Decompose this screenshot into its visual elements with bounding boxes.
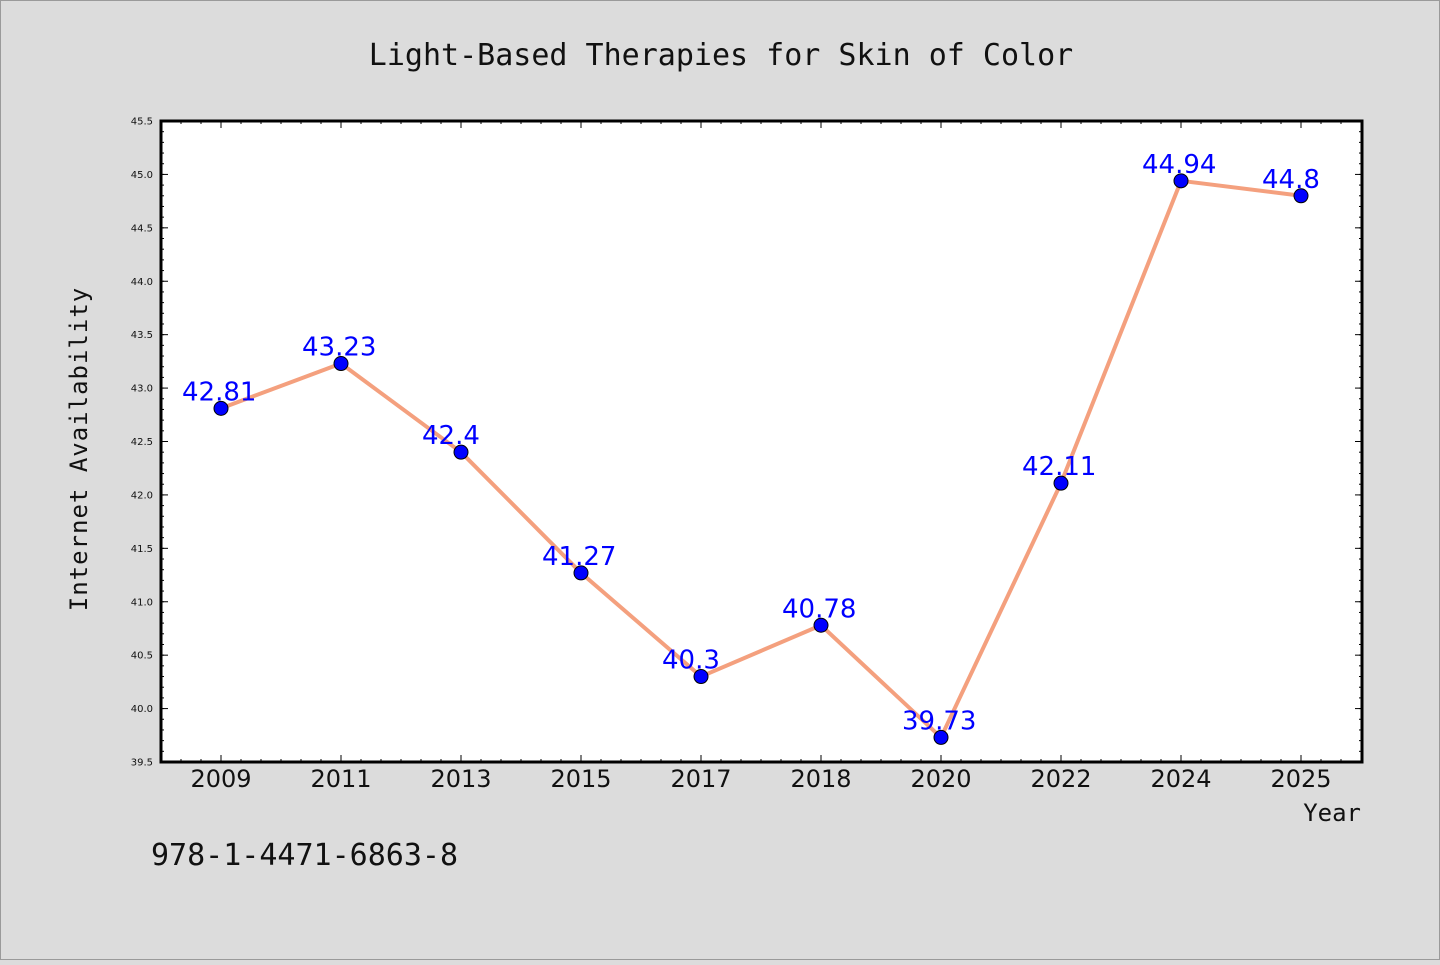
y-tick-label: 40.5 (131, 651, 153, 662)
data-labels-group: 42.81 43.23 42.4 41.27 40.3 40.78 39.73 42.11 44… (182, 150, 1320, 737)
data-label: 42.81 (182, 377, 256, 407)
y-tick-label: 43.0 (131, 384, 153, 395)
data-point-marker (453, 444, 469, 460)
y-tick-label: 44.0 (131, 277, 153, 288)
y-tick-label: 41.5 (131, 544, 153, 555)
y-tick-label: 45.5 (131, 117, 153, 128)
data-point-marker (1293, 188, 1309, 204)
data-point-marker (333, 356, 349, 372)
data-point-marker (813, 617, 829, 633)
x-tick-label: 2011 (310, 765, 371, 793)
y-tick-label: 41.0 (131, 597, 153, 608)
chart-title: Light-Based Therapies for Skin of Color (369, 38, 1073, 73)
x-tick-label: 2017 (670, 765, 731, 793)
data-label: 44.94 (1142, 150, 1216, 180)
axis-ticks: 39.5 40.0 40.5 41.0 41.5 42.0 42.5 43.0 43.5 44.0… (131, 117, 1362, 793)
x-tick-label: 2009 (190, 765, 251, 793)
y-axis-label: Internet Availability (65, 287, 93, 611)
y-tick-label: 45.0 (131, 170, 153, 181)
data-label: 42.4 (422, 421, 480, 451)
x-tick-label: 2015 (550, 765, 611, 793)
data-label: 40.78 (782, 594, 856, 624)
data-point-marker (1173, 173, 1189, 189)
x-tick-label: 2025 (1270, 765, 1331, 793)
x-axis-label: Year (1303, 799, 1361, 827)
x-tick-label: 2018 (790, 765, 851, 793)
plot-area (159, 119, 1364, 764)
y-tick-label: 40.0 (131, 704, 153, 715)
series-line (220, 178, 1302, 740)
y-tick-label: 43.5 (131, 330, 153, 341)
x-tick-label: 2022 (1030, 765, 1091, 793)
data-point-marker (1053, 475, 1069, 491)
x-tick-label: 2020 (910, 765, 971, 793)
data-point-marker (573, 565, 589, 581)
data-label: 42.11 (1022, 452, 1096, 482)
data-label: 41.27 (542, 542, 616, 572)
data-label: 40.3 (662, 646, 720, 676)
y-tick-label: 44.5 (131, 223, 153, 234)
data-label: 44.8 (1262, 165, 1320, 195)
markers-group (213, 173, 1309, 745)
x-tick-label: 2013 (430, 765, 491, 793)
data-label: 43.23 (302, 333, 376, 363)
y-tick-label: 39.5 (131, 758, 153, 769)
data-point-marker (693, 669, 709, 685)
data-point-marker (933, 729, 949, 745)
x-tick-label: 2024 (1150, 765, 1211, 793)
isbn-watermark: 978-1-4471-6863-8 (151, 838, 458, 873)
data-point-marker (213, 400, 229, 416)
y-tick-label: 42.5 (131, 437, 153, 448)
y-tick-label: 42.0 (131, 490, 153, 501)
data-label: 39.73 (902, 706, 976, 736)
series-line-group (220, 178, 1302, 740)
